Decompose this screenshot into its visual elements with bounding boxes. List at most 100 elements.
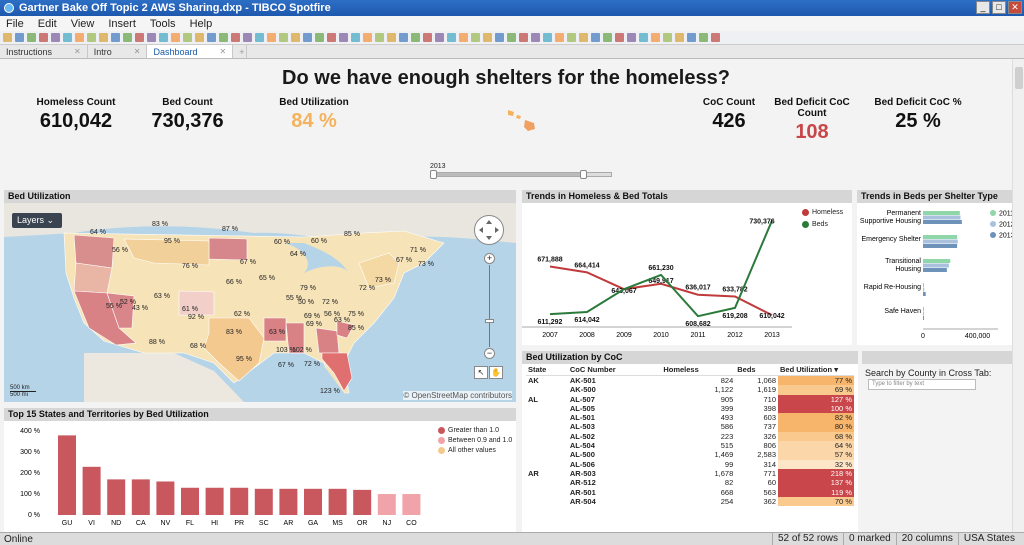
toolbar-tool-icon[interactable] (87, 33, 96, 42)
toolbar-tool-icon[interactable] (387, 33, 396, 42)
menu-insert[interactable]: Insert (108, 17, 136, 30)
series-line-homeless[interactable] (549, 265, 773, 317)
bar-ar[interactable] (279, 488, 298, 515)
legend-beds[interactable]: Beds (802, 221, 828, 228)
bar-ga[interactable] (304, 488, 322, 515)
toolbar-tool-icon[interactable] (303, 33, 312, 42)
toolbar-tool-icon[interactable] (27, 33, 36, 42)
county-filter-input[interactable]: Type to filter by text (868, 379, 976, 390)
toolbar-tool-icon[interactable] (543, 33, 552, 42)
col-coc-number[interactable]: CoC Number (567, 364, 662, 376)
trend-line-chart[interactable]: 2007 2008 2009 2010 2011 2012 2013 671,888 664,4… (522, 203, 852, 345)
toolbar-tool-icon[interactable] (531, 33, 540, 42)
table-row[interactable]: AR-501 668 563 119 % (526, 487, 854, 497)
toolbar-tool-icon[interactable] (63, 33, 72, 42)
zoom-out-button[interactable]: − (484, 348, 495, 359)
bar-nj[interactable] (377, 494, 396, 515)
toolbar-tool-icon[interactable] (15, 33, 24, 42)
tab-intro[interactable]: Intro ✕ (88, 45, 148, 58)
bar-or[interactable] (353, 489, 372, 515)
toolbar-tool-icon[interactable] (207, 33, 216, 42)
bar-fl[interactable] (181, 487, 199, 515)
bar-ms[interactable] (328, 488, 347, 515)
toolbar-tool-icon[interactable] (399, 33, 408, 42)
toolbar-tool-icon[interactable] (423, 33, 432, 42)
toolbar-tool-icon[interactable] (459, 33, 468, 42)
toolbar-tool-icon[interactable] (339, 33, 348, 42)
table-row[interactable]: AL-504 515 806 64 % (526, 441, 854, 451)
bar-nv[interactable] (156, 481, 175, 515)
table-row[interactable]: AL-505 399 398 100 % (526, 403, 854, 414)
bar-2013[interactable] (923, 292, 926, 296)
toolbar-tool-icon[interactable] (351, 33, 360, 42)
table-row[interactable]: AR-504 254 362 70 % (526, 496, 854, 507)
toolbar-tool-icon[interactable] (711, 33, 720, 42)
bar-2011[interactable] (923, 235, 958, 239)
sort-desc-icon[interactable]: ▾ (834, 365, 838, 374)
bar-pr[interactable] (230, 487, 249, 515)
bar-2012[interactable] (923, 239, 958, 244)
bar-vi[interactable] (82, 466, 101, 515)
toolbar-tool-icon[interactable] (111, 33, 120, 42)
toolbar-tool-icon[interactable] (255, 33, 264, 42)
year-slider-right-handle[interactable] (580, 170, 587, 179)
toolbar-tool-icon[interactable] (615, 33, 624, 42)
toolbar-tool-icon[interactable] (591, 33, 600, 42)
close-button[interactable]: ✕ (1008, 1, 1022, 14)
toolbar-tool-icon[interactable] (159, 33, 168, 42)
toolbar-tool-icon[interactable] (147, 33, 156, 42)
pointer-tool-icon[interactable]: ↖ (474, 366, 488, 379)
bar-2013[interactable] (923, 316, 924, 320)
toolbar-tool-icon[interactable] (651, 33, 660, 42)
bar-2012[interactable] (923, 311, 924, 316)
scrollbar-thumb[interactable] (1015, 67, 1023, 89)
toolbar-tool-icon[interactable] (447, 33, 456, 42)
col-bed-utilization[interactable]: Bed Utilization ▾ (778, 364, 854, 376)
table-row[interactable]: AL AL-507 905 710 127 % (526, 394, 854, 404)
toolbar-tool-icon[interactable] (603, 33, 612, 42)
add-page-button[interactable]: + (233, 45, 248, 58)
zoom-slider-track[interactable] (489, 265, 490, 347)
legend-swatch[interactable] (990, 221, 996, 227)
legend-swatch[interactable] (990, 232, 996, 238)
bar-gu[interactable] (58, 435, 76, 515)
toolbar-tool-icon[interactable] (219, 33, 228, 42)
zoom-slider-handle[interactable] (485, 319, 494, 323)
toolbar-tool-icon[interactable] (519, 33, 528, 42)
toolbar-tool-icon[interactable] (687, 33, 696, 42)
toolbar-tool-icon[interactable] (639, 33, 648, 42)
year-slider-left-handle[interactable] (430, 170, 437, 179)
toolbar-tool-icon[interactable] (471, 33, 480, 42)
bed-utilization-cross-table[interactable]: State CoC Number Homeless Beds Bed Utili… (526, 364, 854, 507)
bar-2011[interactable] (923, 307, 924, 311)
table-row[interactable]: AK-500 1,122 1,619 69 % (526, 385, 854, 395)
toolbar-tool-icon[interactable] (75, 33, 84, 42)
data-table-name[interactable]: USA States (957, 533, 1020, 545)
bar-2012[interactable] (923, 215, 961, 220)
tab-dashboard[interactable]: Dashboard ✕ (147, 45, 234, 58)
toolbar-tool-icon[interactable] (507, 33, 516, 42)
table-row[interactable]: AL-502 223 326 68 % (526, 431, 854, 442)
col-homeless[interactable]: Homeless (661, 364, 736, 376)
toolbar-tool-icon[interactable] (51, 33, 60, 42)
toolbar-tool-icon[interactable] (123, 33, 132, 42)
toolbar-tool-icon[interactable] (279, 33, 288, 42)
toolbar-tool-icon[interactable] (183, 33, 192, 42)
bar-2011[interactable] (923, 259, 951, 263)
bar-sc[interactable] (254, 488, 273, 515)
toolbar-tool-icon[interactable] (135, 33, 144, 42)
close-icon[interactable]: ✕ (133, 47, 141, 56)
toolbar-tool-icon[interactable] (567, 33, 576, 42)
close-icon[interactable]: ✕ (74, 47, 81, 56)
zoom-in-button[interactable]: + (484, 253, 495, 264)
col-beds[interactable]: Beds (735, 364, 778, 376)
menu-edit[interactable]: Edit (37, 17, 57, 30)
toolbar-tool-icon[interactable] (291, 33, 300, 42)
menu-help[interactable]: Help (189, 17, 213, 30)
bar-2011[interactable] (923, 211, 960, 215)
toolbar-tool-icon[interactable] (483, 33, 492, 42)
legend-item[interactable]: Greater than 1.0 (438, 427, 512, 434)
bar-2013[interactable] (923, 220, 962, 224)
toolbar-tool-icon[interactable] (495, 33, 504, 42)
